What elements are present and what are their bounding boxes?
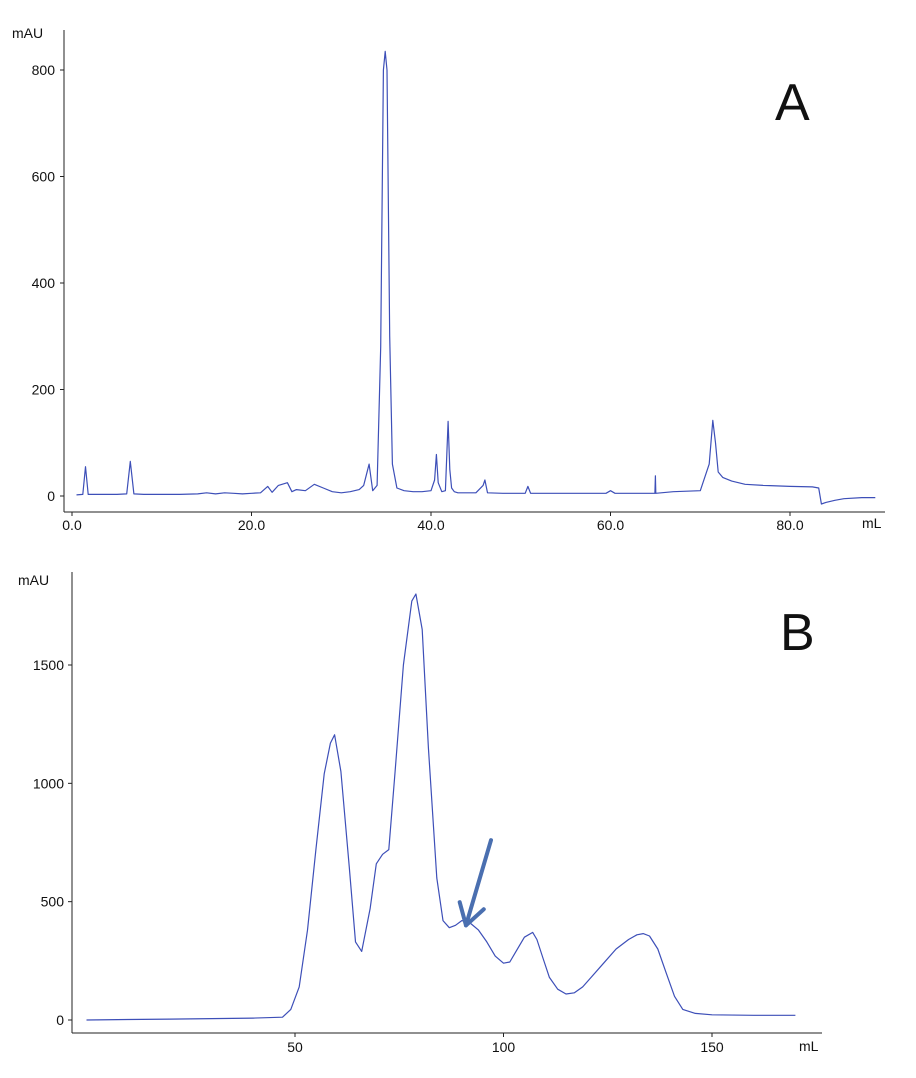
- x-axis-unit-label: mL: [862, 515, 882, 531]
- y-tick-label: 400: [32, 275, 56, 291]
- y-tick-label: 600: [32, 169, 56, 185]
- x-axis-unit-label: mL: [799, 1038, 819, 1054]
- y-axis-unit-label: mAU: [12, 25, 43, 41]
- x-tick-label: 100: [492, 1039, 516, 1055]
- y-tick-label: 1500: [33, 657, 64, 673]
- y-tick-label: 0: [56, 1012, 64, 1028]
- annotation-arrow: [457, 838, 493, 928]
- chart-panel-b: 0 500 1000 1500 50 100 150 mAU mL B: [18, 572, 822, 1055]
- arrow-head: [457, 900, 486, 928]
- y-tick-label: 500: [41, 894, 65, 910]
- arrow-shaft: [463, 838, 493, 928]
- x-tick-label: 150: [700, 1039, 724, 1055]
- x-tick-label: 50: [287, 1039, 303, 1055]
- chart-panel-a: 0 200 400 600 800 0.0 20.0 40.0 60.0 80.0 mAU mL A: [12, 25, 885, 533]
- x-tick-label: 20.0: [238, 517, 265, 533]
- y-tick-label: 800: [32, 62, 56, 78]
- x-tick-label: 60.0: [597, 517, 624, 533]
- y-tick-label: 1000: [33, 775, 64, 791]
- chromatogram-trace: [76, 50, 876, 505]
- chromatogram-trace: [86, 593, 796, 1021]
- x-tick-label: 80.0: [776, 517, 803, 533]
- panel-label-a: A: [775, 74, 810, 132]
- panel-label-b: B: [780, 604, 815, 662]
- x-tick-label: 0.0: [62, 517, 82, 533]
- x-tick-label: 40.0: [417, 517, 444, 533]
- y-tick-label: 200: [32, 382, 56, 398]
- y-axis-unit-label: mAU: [18, 572, 49, 588]
- y-tick-label: 0: [47, 488, 55, 504]
